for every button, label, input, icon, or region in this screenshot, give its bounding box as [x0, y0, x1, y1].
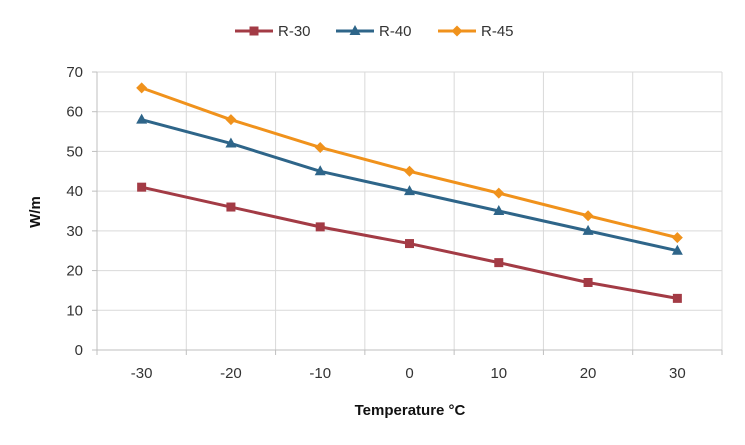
y-tick-label: 30	[66, 223, 83, 240]
y-axis-title: W/m	[27, 196, 44, 228]
series-lines	[136, 82, 683, 303]
x-tick-label: 0	[405, 365, 413, 382]
y-tick-label: 50	[66, 143, 83, 160]
x-tick-label: 20	[580, 365, 597, 382]
y-tick-label: 10	[66, 302, 83, 319]
y-tick-label: 20	[66, 263, 83, 280]
x-tick-label: -20	[220, 365, 242, 382]
data-point-r-40	[225, 137, 237, 148]
legend-label: R-30	[278, 23, 311, 40]
legend-item-r-40: R-40	[336, 23, 412, 40]
data-point-r-40	[404, 185, 415, 196]
x-tick-label: -10	[309, 365, 331, 382]
legend-item-r-30: R-30	[235, 23, 311, 40]
legend-item-r-45: R-45	[438, 23, 514, 40]
x-tick-labels: -30 -20 -10 0 10 20 30	[131, 365, 686, 382]
data-point-r-40	[314, 165, 326, 176]
legend-marker	[249, 26, 259, 36]
data-point-r-30	[672, 293, 682, 303]
data-point-r-40	[136, 113, 148, 124]
data-point-r-45	[671, 232, 683, 244]
data-point-r-40	[671, 244, 683, 255]
data-point-r-45	[582, 210, 594, 222]
data-point-r-40	[493, 205, 505, 215]
x-tick-label: 30	[669, 365, 686, 382]
series-r-45	[136, 82, 683, 244]
data-point-r-30	[137, 182, 147, 192]
data-point-r-30	[583, 277, 593, 287]
y-tick-labels: 0 10 20 30 40 50 60 70	[66, 64, 83, 359]
grid-lines	[97, 71, 723, 350]
data-point-r-45	[404, 165, 415, 177]
data-point-r-45	[225, 114, 237, 126]
legend-marker	[451, 25, 463, 37]
series-line-r-45	[141, 86, 678, 240]
y-tick-label: 40	[66, 183, 83, 200]
legend-label: R-40	[379, 23, 412, 40]
y-tick-label: 60	[66, 104, 83, 121]
data-point-r-45	[493, 187, 505, 199]
data-point-r-30	[405, 239, 414, 249]
data-point-r-45	[136, 82, 148, 94]
x-tick-label: -30	[131, 365, 153, 382]
axes	[92, 71, 723, 355]
legend-marker	[349, 25, 361, 35]
series-r-30	[137, 182, 682, 303]
x-tick-label: 10	[490, 365, 507, 382]
legend: R-30 R-40 R-45	[235, 23, 514, 40]
x-axis-title: Temperature °C	[355, 402, 466, 419]
data-point-r-30	[226, 202, 236, 212]
data-point-r-30	[494, 258, 504, 268]
data-point-r-30	[315, 222, 325, 232]
y-tick-label: 70	[66, 64, 83, 81]
data-point-r-40	[582, 224, 594, 235]
legend-label: R-45	[481, 23, 514, 40]
series-r-40	[136, 113, 683, 255]
y-tick-label: 0	[75, 342, 83, 359]
data-point-r-45	[314, 141, 326, 153]
